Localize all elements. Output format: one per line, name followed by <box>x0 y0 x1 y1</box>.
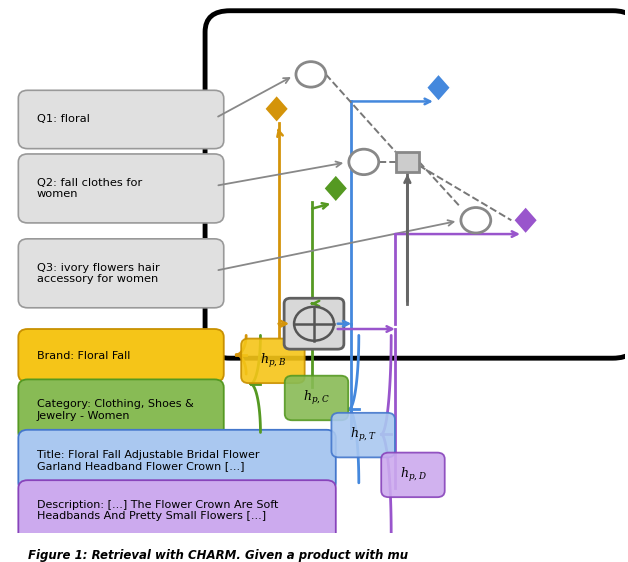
FancyBboxPatch shape <box>396 152 420 172</box>
FancyBboxPatch shape <box>381 452 445 497</box>
FancyBboxPatch shape <box>18 90 224 149</box>
Text: Figure 1: Retrieval with CHARM. Given a product with mu: Figure 1: Retrieval with CHARM. Given a … <box>28 549 408 562</box>
Circle shape <box>296 62 326 87</box>
FancyBboxPatch shape <box>205 11 628 358</box>
Circle shape <box>349 149 379 175</box>
Text: Q2: fall clothes for
women: Q2: fall clothes for women <box>37 178 143 200</box>
Text: Description: [...] The Flower Crown Are Soft
Headbands And Pretty Small Flowers : Description: [...] The Flower Crown Are … <box>37 500 278 522</box>
Polygon shape <box>514 206 538 234</box>
Text: Category: Clothing, Shoes &
Jewelry - Women: Category: Clothing, Shoes & Jewelry - Wo… <box>37 399 194 421</box>
FancyBboxPatch shape <box>284 298 344 349</box>
Text: Q1: floral: Q1: floral <box>37 115 90 124</box>
FancyBboxPatch shape <box>18 239 224 308</box>
Polygon shape <box>323 175 348 202</box>
Text: Q3: ivory flowers hair
accessory for women: Q3: ivory flowers hair accessory for wom… <box>37 262 160 284</box>
FancyBboxPatch shape <box>18 430 336 491</box>
Text: $h_{p,D}$: $h_{p,D}$ <box>399 466 426 484</box>
FancyBboxPatch shape <box>332 413 395 457</box>
Text: Title: Floral Fall Adjustable Bridal Flower
Garland Headband Flower Crown [...]: Title: Floral Fall Adjustable Bridal Flo… <box>37 450 259 471</box>
Text: $h_{p,C}$: $h_{p,C}$ <box>303 389 330 407</box>
Text: $h_{p,B}$: $h_{p,B}$ <box>260 352 286 370</box>
FancyBboxPatch shape <box>284 375 349 420</box>
Polygon shape <box>426 74 451 102</box>
Polygon shape <box>264 95 289 123</box>
FancyBboxPatch shape <box>241 338 305 383</box>
Circle shape <box>461 207 490 233</box>
Text: $h_{p,T}$: $h_{p,T}$ <box>350 426 376 444</box>
FancyBboxPatch shape <box>18 154 224 223</box>
FancyBboxPatch shape <box>18 480 336 541</box>
FancyBboxPatch shape <box>18 329 224 382</box>
Text: Brand: Floral Fall: Brand: Floral Fall <box>37 351 131 361</box>
FancyBboxPatch shape <box>18 379 224 441</box>
